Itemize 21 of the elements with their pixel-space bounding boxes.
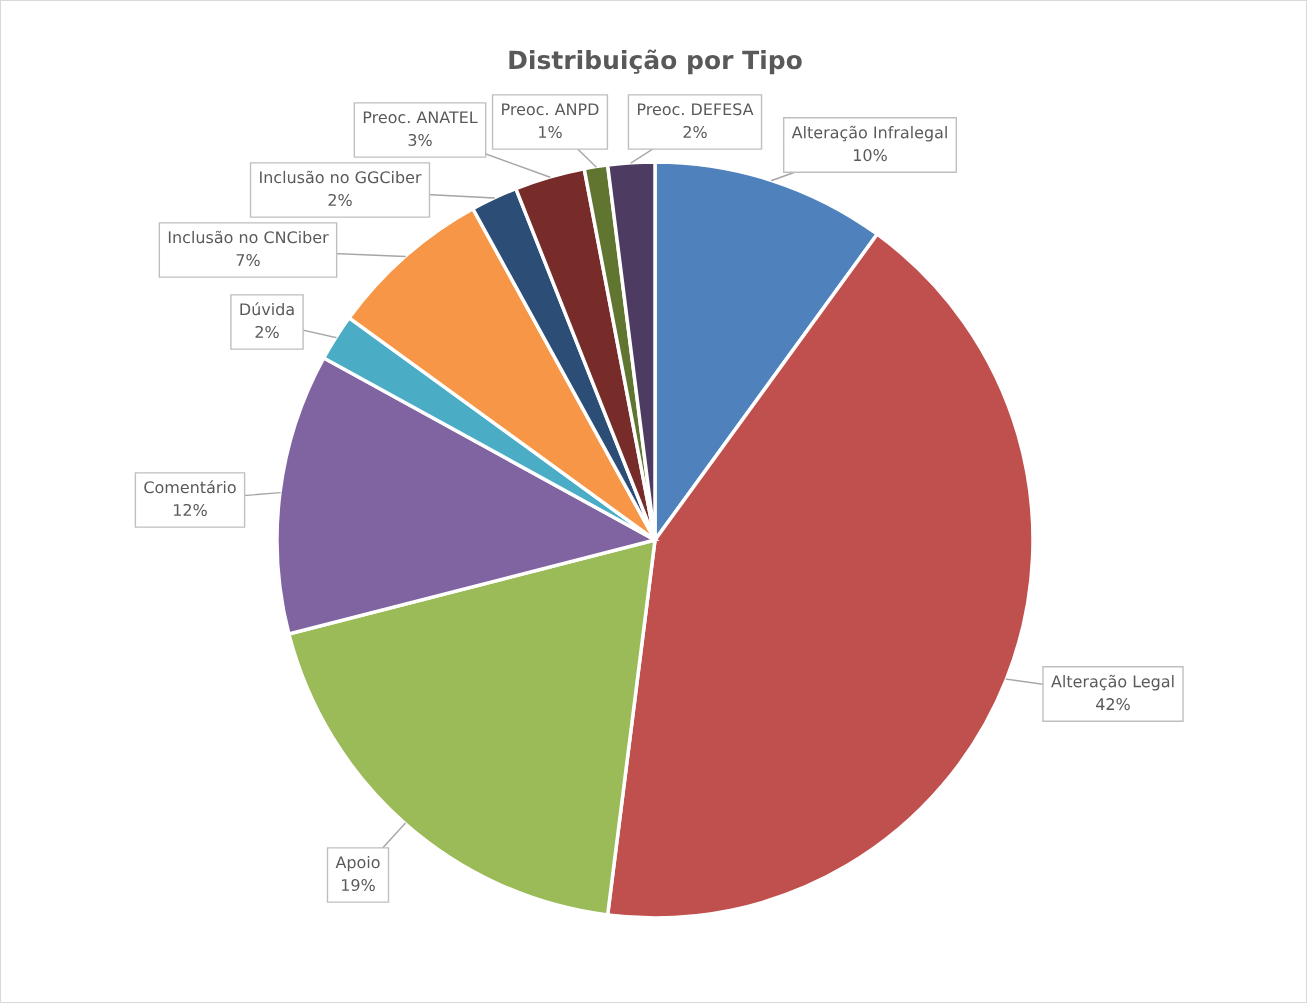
slice-label: Alteração Legal: [1051, 674, 1174, 691]
data-label: 2%: [255, 325, 279, 338]
data-label: 3%: [408, 133, 432, 146]
slice-label: Preoc. ANPD: [502, 103, 599, 116]
data-label: 1%: [539, 125, 562, 138]
slice-label: Preoc. DEFESA: [638, 103, 754, 116]
slice-label: Inclusão no CNCiber: [168, 230, 329, 244]
data-label: 7%: [236, 253, 260, 266]
data-label: 19%: [342, 878, 375, 891]
data-label: 10%: [854, 149, 887, 162]
data-label: 12%: [174, 503, 207, 516]
slice-label: Inclusão no GGCiber: [260, 170, 422, 184]
slice-label: Alteração Infralegal: [791, 125, 947, 142]
slice-label: Comentário: [144, 480, 236, 494]
slice-label: Dúvida: [240, 302, 294, 316]
data-label: 2%: [683, 125, 707, 138]
slice-label: Apoio: [335, 855, 380, 872]
data-label: 2%: [328, 193, 352, 206]
data-label: 42%: [1096, 698, 1130, 711]
chart-title: Distribuição por Tipo: [509, 49, 802, 75]
slice-label: Preoc. ANATEL: [363, 111, 478, 124]
